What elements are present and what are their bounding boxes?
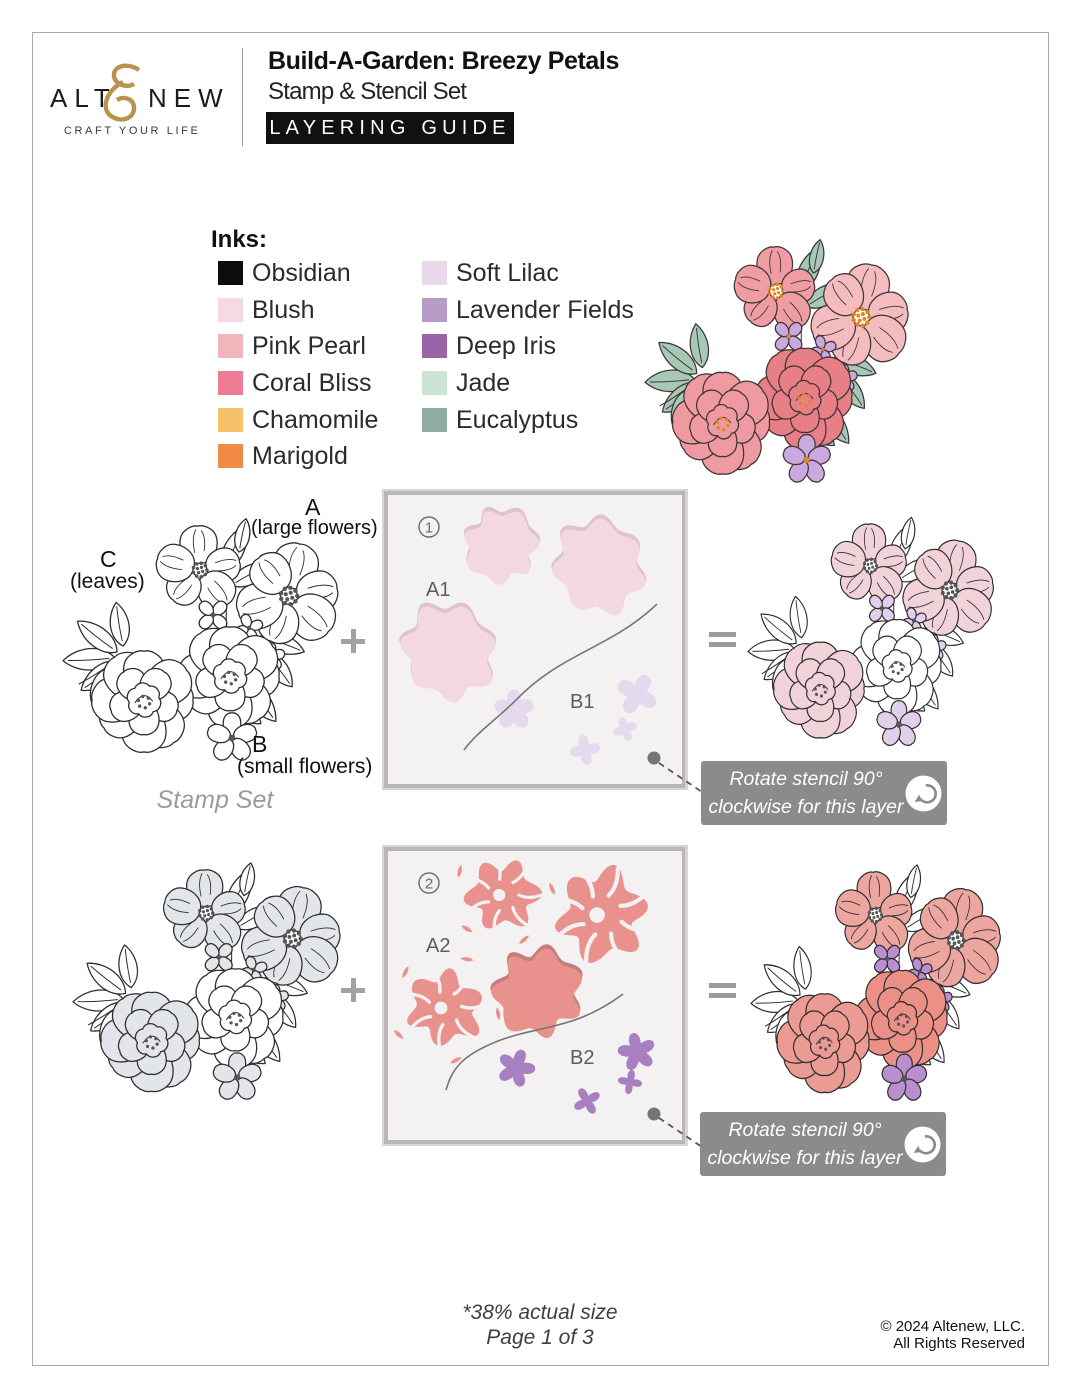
svg-text:NEW: NEW bbox=[148, 83, 230, 113]
svg-text:A2: A2 bbox=[426, 935, 450, 957]
svg-text:A1: A1 bbox=[426, 579, 450, 601]
svg-text:ALT: ALT bbox=[50, 83, 117, 113]
svg-text:B2: B2 bbox=[570, 1047, 594, 1069]
svg-text:CRAFT YOUR LIFE: CRAFT YOUR LIFE bbox=[64, 125, 200, 137]
svg-text:B1: B1 bbox=[570, 691, 594, 713]
svg-text:1: 1 bbox=[425, 520, 433, 537]
svg-text:2: 2 bbox=[425, 876, 433, 893]
